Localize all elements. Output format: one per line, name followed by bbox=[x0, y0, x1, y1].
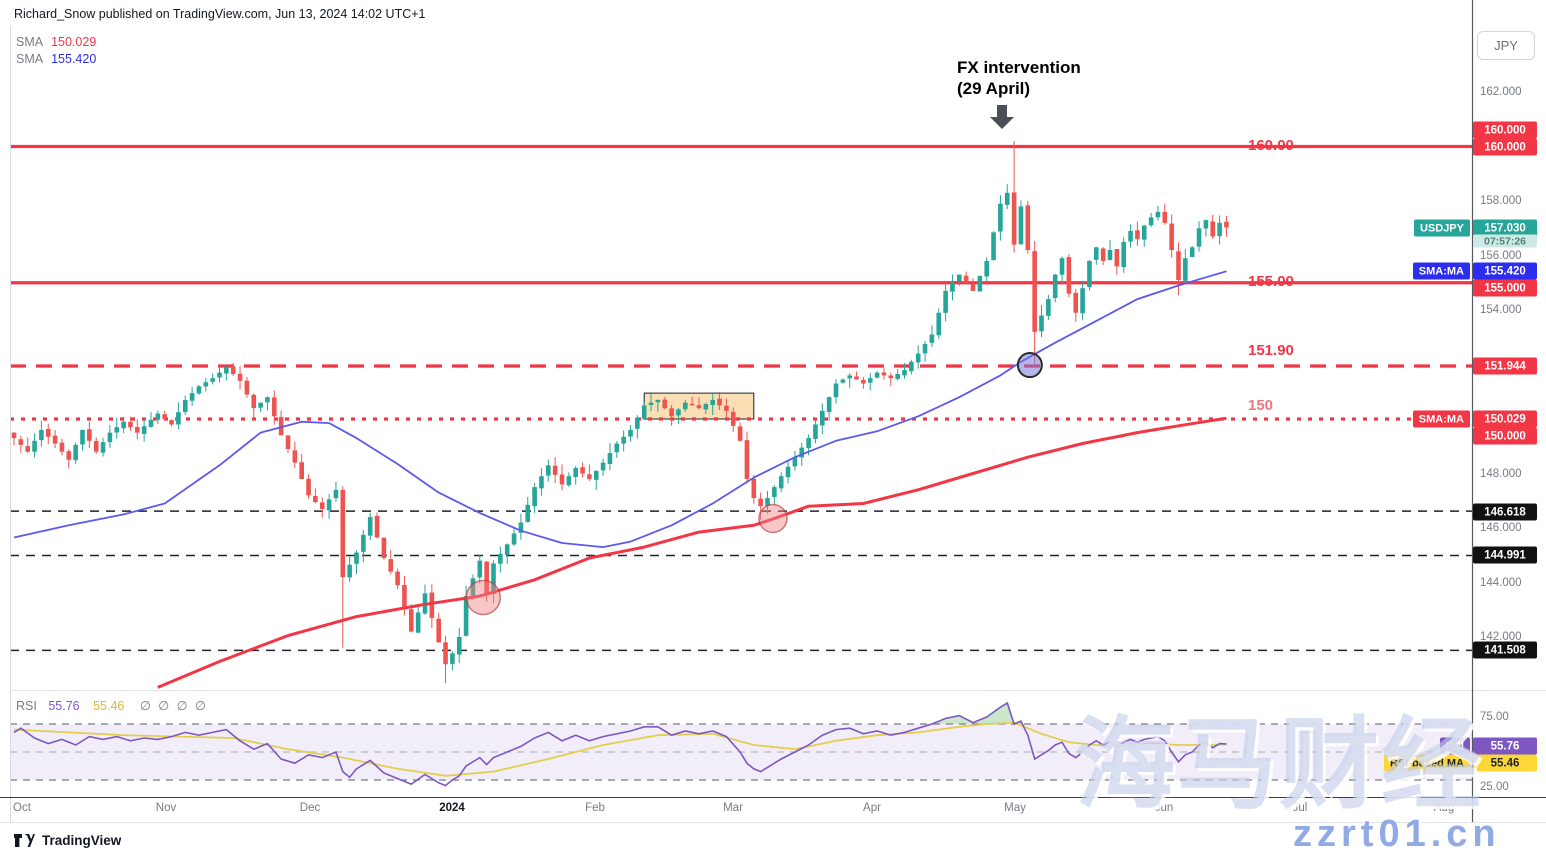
sma-legend-row-2[interactable]: SMA 155.420 bbox=[16, 51, 96, 68]
tradingview-brand-label: TradingView bbox=[42, 832, 122, 848]
sma-50-line[interactable] bbox=[13, 270, 1227, 548]
rsi-value: 55.76 bbox=[48, 699, 80, 713]
time-axis-label[interactable]: Nov bbox=[155, 802, 177, 814]
rsi-overbought-fill bbox=[931, 703, 1015, 724]
level-price-label: 151.90 bbox=[1248, 342, 1294, 360]
rsi-pane[interactable] bbox=[10, 701, 1472, 787]
price-scale-tick[interactable]: 162.000 bbox=[1480, 86, 1522, 98]
time-axis-label[interactable]: Oct bbox=[13, 802, 31, 814]
level-price-label: 150 bbox=[1248, 397, 1274, 414]
publish-header: Richard_Snow published on TradingView.co… bbox=[14, 7, 426, 21]
price-scale-tick[interactable]: 146.000 bbox=[1480, 522, 1522, 534]
sma2-value: 155.420 bbox=[51, 51, 97, 66]
price-scale-tick[interactable]: 142.000 bbox=[1480, 631, 1522, 643]
rsi-null-params: ∅ ∅ ∅ ∅ bbox=[139, 699, 208, 713]
rsi-scale-badge: 55.46 bbox=[1473, 754, 1537, 772]
currency-toggle-button[interactable]: JPY bbox=[1477, 31, 1535, 60]
sma1-label: SMA bbox=[16, 35, 44, 49]
annotation-line2: (29 April) bbox=[957, 79, 1031, 98]
price-scale-badge: 157.030 bbox=[1473, 219, 1537, 237]
rsi-scale-tick[interactable]: 25.00 bbox=[1480, 781, 1509, 793]
time-axis[interactable]: Oct Nov Dec 2024 Feb Mar Apr May Jun Jul Aug bbox=[0, 799, 1546, 822]
rsi-scale-tick[interactable]: 75.00 bbox=[1480, 711, 1509, 723]
sma-legend-row-1[interactable]: SMA 150.029 bbox=[16, 34, 96, 51]
time-axis-label[interactable]: Aug bbox=[1433, 802, 1455, 814]
time-axis-label[interactable]: Jun bbox=[1154, 802, 1174, 814]
price-scale-tick[interactable]: 144.000 bbox=[1480, 576, 1522, 589]
pink-highlight-circle[interactable] bbox=[465, 579, 501, 616]
rsi-tag: RSI bbox=[1439, 737, 1470, 755]
price-pane[interactable] bbox=[10, 141, 1472, 689]
rsi-label: RSI bbox=[16, 699, 37, 713]
price-scale-badge: 144.991 bbox=[1473, 546, 1537, 564]
sma-tag: SMA:MA bbox=[1412, 262, 1470, 280]
price-scale-tick[interactable]: 156.000 bbox=[1480, 249, 1522, 262]
time-axis-label[interactable]: 2024 bbox=[439, 802, 465, 814]
price-scale-tick[interactable]: 148.000 bbox=[1480, 467, 1522, 480]
time-axis-label[interactable]: May bbox=[1004, 802, 1026, 814]
level-price-label: 160.00 bbox=[1248, 136, 1294, 154]
price-scale-badge: 146.618 bbox=[1473, 503, 1537, 521]
bottom-toolbar: TradingView bbox=[0, 823, 1546, 857]
rsi-legend[interactable]: RSI 55.76 55.46 ∅ ∅ ∅ ∅ bbox=[16, 698, 208, 713]
rsi-line[interactable] bbox=[13, 701, 1227, 787]
sma1-value: 150.029 bbox=[51, 35, 97, 49]
price-scale-badge: 155.420 bbox=[1473, 262, 1537, 280]
sma2-label: SMA bbox=[16, 51, 44, 66]
price-scale-badge: 150.000 bbox=[1473, 427, 1537, 445]
price-scale-badge: 155.000 bbox=[1473, 279, 1537, 297]
bar-countdown: 07:57:26 bbox=[1473, 234, 1537, 248]
candles-group[interactable] bbox=[11, 141, 1229, 684]
tradingview-brand-link[interactable]: TradingView bbox=[13, 833, 121, 848]
sma-200-line[interactable] bbox=[157, 416, 1227, 689]
time-axis-label[interactable]: Apr bbox=[863, 802, 881, 814]
price-scale-badge: 160.000 bbox=[1473, 138, 1537, 156]
annotation-line1: FX intervention bbox=[957, 58, 1081, 77]
sma-tag: SMA:MA bbox=[1412, 410, 1470, 428]
time-axis-label[interactable]: Feb bbox=[585, 802, 605, 814]
price-scale-badge: 151.944 bbox=[1473, 357, 1537, 375]
rsi-ma-line[interactable] bbox=[13, 721, 1227, 777]
time-axis-label[interactable]: Dec bbox=[299, 802, 321, 814]
pink-highlight-circle[interactable] bbox=[758, 503, 788, 534]
time-axis-label[interactable]: Jul bbox=[1292, 802, 1308, 814]
symbol-tag: USDJPY bbox=[1413, 219, 1470, 237]
time-axis-label[interactable]: Mar bbox=[723, 802, 743, 814]
price-scale-badge: 150.029 bbox=[1473, 410, 1537, 428]
price-scale-tick[interactable]: 158.000 bbox=[1480, 195, 1522, 207]
rsi-ma-value: 55.46 bbox=[93, 699, 125, 713]
fx-intervention-annotation[interactable]: FX intervention (29 April) bbox=[957, 57, 1081, 129]
level-price-label: 155.00 bbox=[1248, 272, 1294, 290]
indicator-legend[interactable]: SMA 150.029 SMA 155.420 bbox=[16, 34, 96, 67]
price-scale-badge: 160.000 bbox=[1473, 121, 1537, 139]
purple-highlight-circle[interactable] bbox=[1016, 352, 1043, 379]
rsi-scale-badge: 55.76 bbox=[1473, 737, 1537, 755]
tradingview-logo-icon bbox=[14, 833, 35, 847]
rsi-tag: RSI-based MA bbox=[1384, 754, 1470, 772]
price-scale-tick[interactable]: 154.000 bbox=[1480, 304, 1522, 316]
price-scale-badge: 141.508 bbox=[1473, 641, 1537, 659]
